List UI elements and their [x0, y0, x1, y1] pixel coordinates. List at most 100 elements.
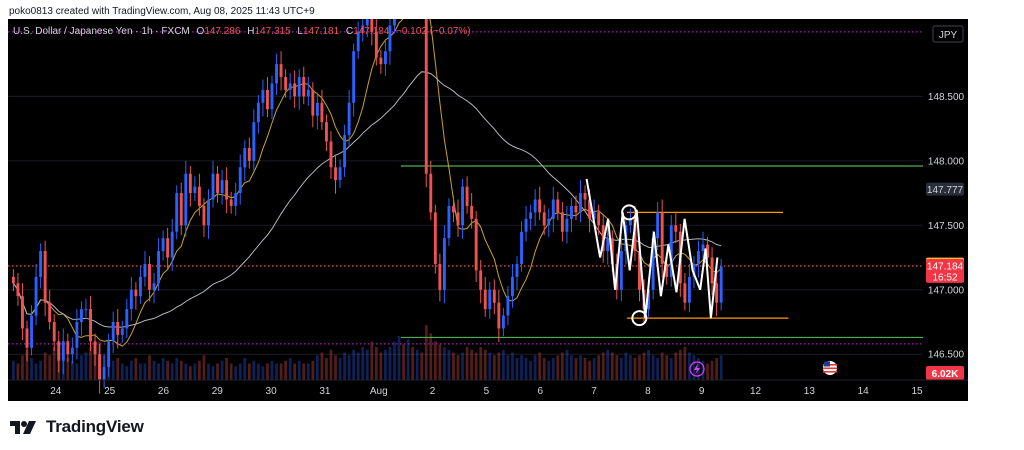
candle-body — [492, 289, 496, 303]
candle-body — [438, 263, 442, 290]
candle-body — [529, 212, 533, 219]
candle-body — [193, 186, 197, 194]
volume-bar — [506, 355, 510, 380]
volume-bar — [284, 360, 287, 380]
candle-body — [429, 173, 433, 213]
candle-body — [569, 205, 573, 219]
volume-bar — [465, 347, 469, 380]
volume-bar — [651, 355, 655, 380]
candle-body — [479, 270, 483, 290]
volume-bar — [21, 355, 24, 380]
candle-body — [524, 218, 528, 232]
candle-body — [102, 367, 106, 380]
tradingview-logo[interactable]: TradingView — [10, 417, 144, 437]
volume-bar — [492, 355, 496, 380]
candle-body — [533, 199, 537, 213]
time-tick-label: 25 — [104, 386, 116, 397]
candle-body — [247, 147, 251, 161]
volume-bar — [120, 363, 124, 380]
candle-body — [606, 238, 610, 252]
candle-body — [393, 19, 396, 26]
pivot-circle[interactable] — [621, 204, 638, 221]
volume-bar — [638, 355, 641, 380]
candle-body — [669, 225, 673, 277]
volume-bar — [84, 352, 88, 380]
volume-bar — [397, 336, 401, 380]
candle-body — [424, 19, 428, 174]
volume-bar — [202, 355, 206, 380]
candle-body — [143, 263, 147, 277]
candle-body — [34, 276, 38, 316]
volume-bar — [211, 366, 215, 380]
volume-bar — [615, 355, 619, 380]
volume-bar — [179, 360, 183, 380]
candle-body — [238, 167, 242, 194]
candle-body — [374, 31, 378, 58]
candle-body — [30, 315, 33, 348]
candle-body — [134, 289, 138, 297]
volume-bar — [393, 341, 396, 380]
volume-bar — [184, 363, 188, 380]
volume-bar — [456, 355, 460, 380]
volume-bar — [111, 360, 115, 380]
pivot-circle[interactable] — [631, 310, 648, 327]
candle-body — [293, 83, 297, 97]
candle-body — [157, 251, 161, 284]
volume-bar — [266, 363, 269, 380]
candle-body — [57, 341, 61, 361]
time-tick-label: 26 — [158, 386, 170, 397]
volume-bar — [316, 355, 319, 380]
candle-body — [216, 173, 220, 194]
candle-body — [560, 212, 564, 232]
candle-body — [687, 276, 691, 303]
candle-body — [506, 296, 510, 316]
candle-body — [75, 321, 79, 348]
candle-body — [329, 141, 333, 168]
volume-bar — [347, 355, 351, 380]
volume-bar — [583, 358, 587, 380]
candle-body — [61, 341, 65, 361]
volume-bar — [706, 363, 709, 380]
zigzag-path[interactable] — [585, 178, 719, 319]
volume-bar — [148, 355, 151, 380]
time-tick-label: Aug — [370, 386, 388, 397]
volume-bar — [80, 355, 83, 380]
us-flag-icon[interactable] — [823, 361, 837, 375]
volume-bar — [288, 358, 292, 380]
volume-bar — [683, 347, 687, 380]
volume-bar — [579, 355, 582, 380]
price-tick-label: 147.500 — [928, 221, 965, 232]
volume-bar — [270, 360, 274, 380]
candle-body — [465, 186, 469, 206]
volume-bar — [570, 355, 573, 380]
time-tick-label: 8 — [645, 386, 651, 397]
chart-panel[interactable]: 148.500 148.000 147.500 147.000 146.500 JPY … — [8, 19, 968, 401]
volume-bar — [89, 347, 92, 380]
candle-body — [710, 257, 714, 284]
candle-body — [483, 289, 487, 310]
volume-bar — [188, 366, 192, 380]
candle-body — [302, 77, 306, 97]
volume-bar — [411, 347, 415, 380]
currency-box[interactable] — [932, 25, 964, 43]
price-label-box — [926, 259, 964, 273]
candle-body — [175, 193, 179, 232]
candle-body — [184, 173, 188, 226]
candle-body — [111, 321, 115, 342]
volume-bar — [529, 360, 532, 380]
candle-body — [148, 263, 151, 290]
price-label-box — [926, 269, 964, 283]
lightning-icon[interactable] — [689, 361, 705, 377]
candle-body — [356, 31, 360, 52]
volume-bar — [48, 355, 52, 380]
volume-bar — [474, 352, 478, 380]
volume-bar — [157, 363, 160, 380]
volume-bar — [134, 358, 138, 380]
volume-bar — [216, 363, 219, 380]
candle-body — [579, 193, 582, 213]
candle-body — [538, 199, 542, 213]
candle-body — [638, 251, 641, 290]
candle-body — [161, 238, 165, 252]
volume-bar — [433, 341, 437, 380]
